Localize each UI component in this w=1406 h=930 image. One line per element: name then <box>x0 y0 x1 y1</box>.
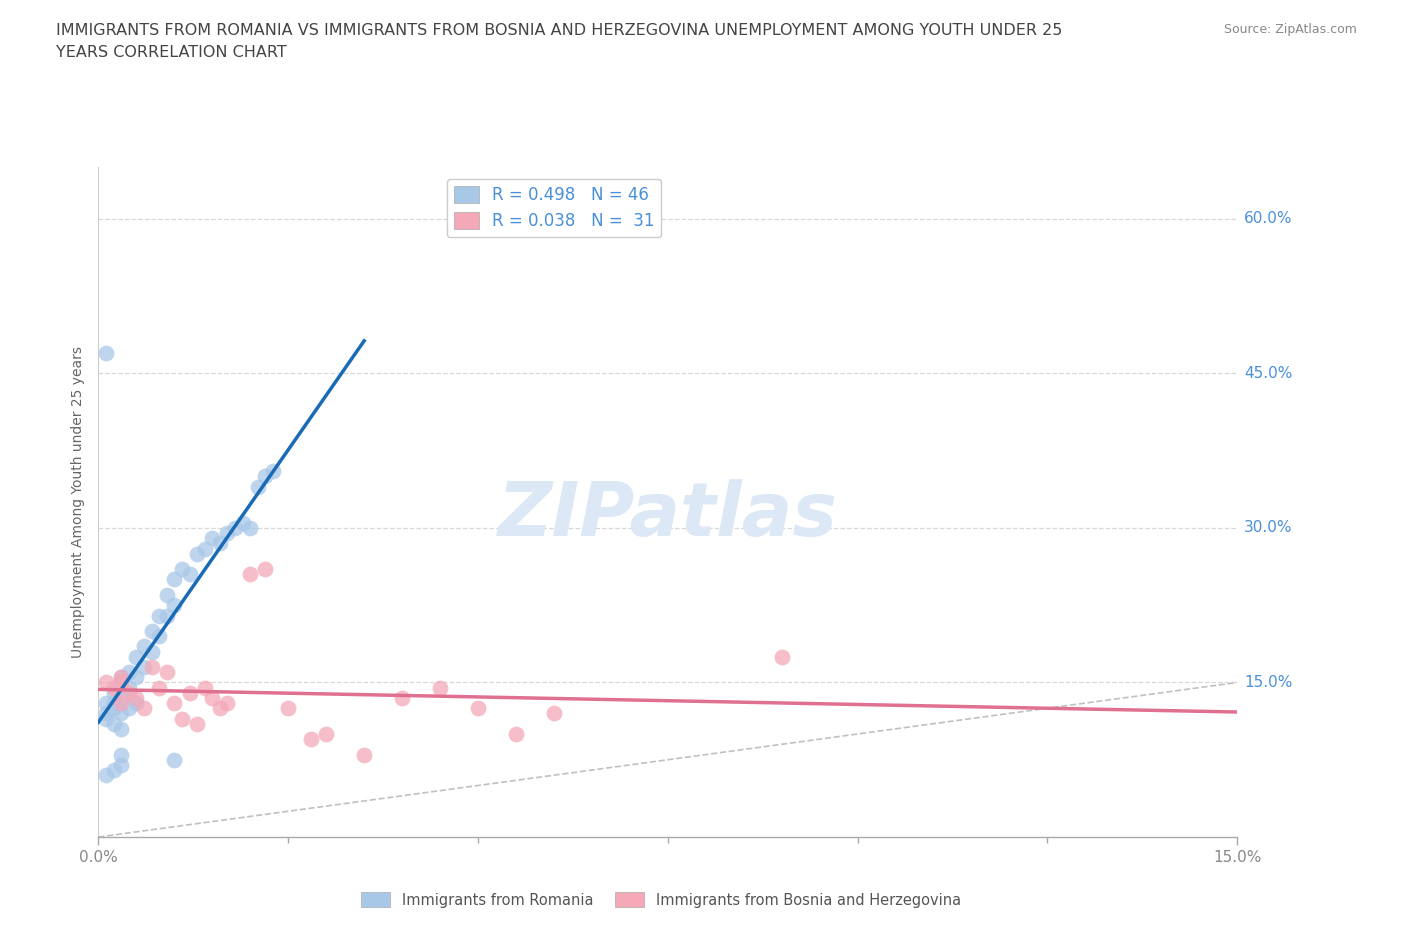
Point <box>163 598 186 613</box>
Point <box>118 680 141 695</box>
Point <box>125 649 148 664</box>
Point <box>353 747 375 762</box>
Point <box>141 659 163 674</box>
Point <box>141 644 163 659</box>
Point <box>110 706 132 721</box>
Point <box>156 665 179 680</box>
Text: 15.0%: 15.0% <box>1244 675 1292 690</box>
Point <box>103 680 125 695</box>
Point <box>277 701 299 716</box>
Point <box>110 747 132 762</box>
Text: YEARS CORRELATION CHART: YEARS CORRELATION CHART <box>56 45 287 60</box>
Point <box>208 536 231 551</box>
Point <box>163 572 186 587</box>
Point <box>186 546 208 561</box>
Text: ZIPatlas: ZIPatlas <box>498 479 838 552</box>
Point <box>94 706 117 721</box>
Point <box>125 670 148 684</box>
Point <box>94 345 117 360</box>
Point <box>163 752 186 767</box>
Point <box>94 696 117 711</box>
Point <box>110 690 132 705</box>
Point <box>148 680 170 695</box>
Point <box>208 701 231 716</box>
Point <box>246 479 269 494</box>
Text: 60.0%: 60.0% <box>1244 211 1292 226</box>
Point <box>132 659 155 674</box>
Point <box>315 726 337 741</box>
Point <box>94 675 117 690</box>
Point <box>170 711 193 726</box>
Point <box>156 588 179 603</box>
Point <box>262 464 284 479</box>
Point <box>179 685 201 700</box>
Point <box>217 525 239 540</box>
Y-axis label: Unemployment Among Youth under 25 years: Unemployment Among Youth under 25 years <box>70 346 84 658</box>
Point <box>118 665 141 680</box>
Point <box>103 685 125 700</box>
Point <box>94 768 117 783</box>
Point <box>170 562 193 577</box>
Point <box>103 696 125 711</box>
Point <box>254 469 277 484</box>
Point <box>505 726 527 741</box>
Point <box>770 649 793 664</box>
Point <box>429 680 451 695</box>
Point <box>224 521 246 536</box>
Point <box>254 562 277 577</box>
Text: 45.0%: 45.0% <box>1244 365 1292 381</box>
Point <box>94 711 117 726</box>
Point <box>543 706 565 721</box>
Point <box>156 608 179 623</box>
Point <box>239 567 262 582</box>
Point <box>148 608 170 623</box>
Point <box>217 696 239 711</box>
Point <box>132 701 155 716</box>
Point <box>148 629 170 644</box>
Point <box>163 696 186 711</box>
Legend: Immigrants from Romania, Immigrants from Bosnia and Herzegovina: Immigrants from Romania, Immigrants from… <box>354 886 967 913</box>
Text: Source: ZipAtlas.com: Source: ZipAtlas.com <box>1223 23 1357 36</box>
Point <box>201 531 224 546</box>
Point <box>110 675 132 690</box>
Point <box>232 515 254 530</box>
Point <box>299 732 322 747</box>
Point <box>194 680 217 695</box>
Point <box>467 701 489 716</box>
Point <box>125 696 148 711</box>
Point <box>194 541 217 556</box>
Point <box>186 716 208 731</box>
Text: IMMIGRANTS FROM ROMANIA VS IMMIGRANTS FROM BOSNIA AND HERZEGOVINA UNEMPLOYMENT A: IMMIGRANTS FROM ROMANIA VS IMMIGRANTS FR… <box>56 23 1063 38</box>
Point <box>118 685 141 700</box>
Legend: R = 0.498   N = 46, R = 0.038   N =  31: R = 0.498 N = 46, R = 0.038 N = 31 <box>447 179 661 237</box>
Point <box>103 716 125 731</box>
Point <box>391 690 413 705</box>
Point <box>239 521 262 536</box>
Point <box>179 567 201 582</box>
Point <box>103 701 125 716</box>
Point <box>125 690 148 705</box>
Point <box>110 670 132 684</box>
Point <box>110 696 132 711</box>
Point <box>141 623 163 638</box>
Point <box>110 722 132 737</box>
Point <box>110 757 132 772</box>
Point <box>118 701 141 716</box>
Point <box>201 690 224 705</box>
Point <box>103 763 125 777</box>
Point <box>132 639 155 654</box>
Text: 30.0%: 30.0% <box>1244 521 1292 536</box>
Point <box>110 670 132 684</box>
